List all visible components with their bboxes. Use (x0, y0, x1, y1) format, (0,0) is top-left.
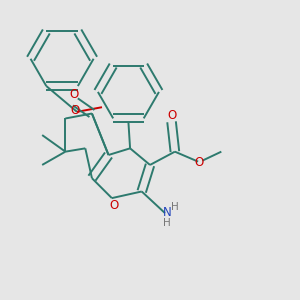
Text: O: O (194, 156, 204, 169)
Text: O: O (71, 104, 80, 117)
Text: O: O (168, 109, 177, 122)
Text: O: O (110, 199, 119, 212)
Text: N: N (163, 206, 171, 219)
Text: H: H (163, 218, 171, 228)
Text: H: H (171, 202, 179, 212)
Text: O: O (70, 88, 79, 101)
